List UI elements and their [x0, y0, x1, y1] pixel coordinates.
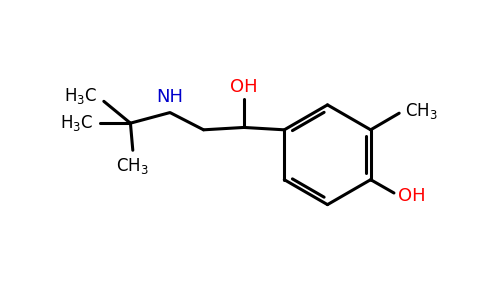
- Text: OH: OH: [398, 187, 425, 205]
- Text: H$_3$C: H$_3$C: [60, 113, 93, 133]
- Text: CH$_3$: CH$_3$: [405, 101, 438, 121]
- Text: H$_3$C: H$_3$C: [64, 85, 97, 106]
- Text: OH: OH: [230, 78, 258, 96]
- Text: CH$_3$: CH$_3$: [117, 156, 149, 176]
- Text: NH: NH: [156, 88, 183, 106]
